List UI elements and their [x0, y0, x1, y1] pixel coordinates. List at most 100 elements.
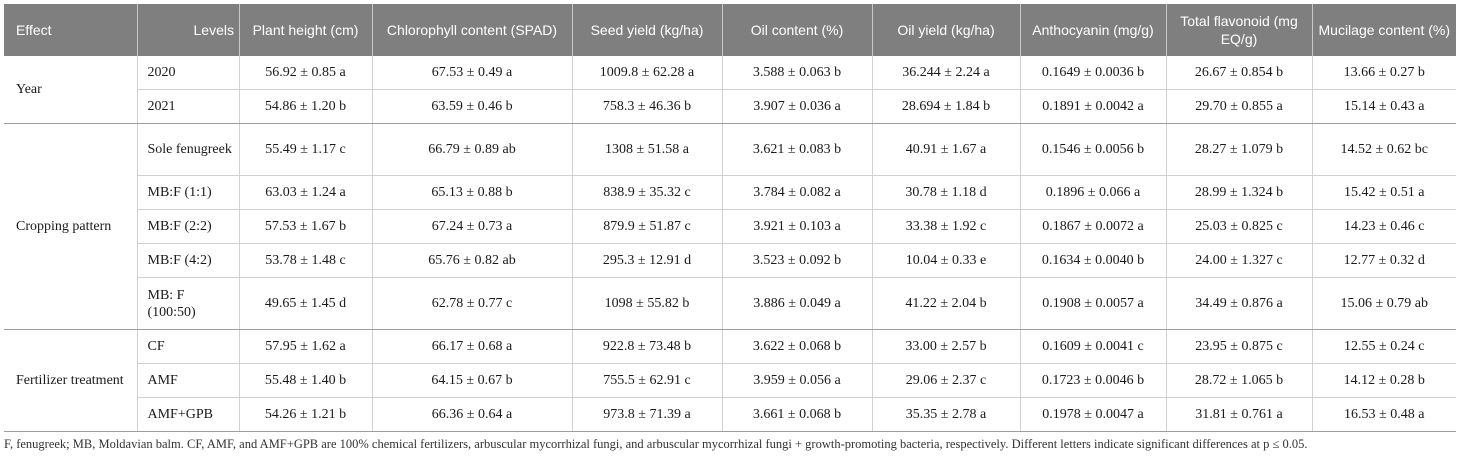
value-cell: 0.1867 ± 0.0072 a	[1019, 209, 1166, 244]
value-cell: 12.55 ± 0.24 c	[1311, 329, 1456, 364]
value-cell: 1308 ± 51.58 a	[571, 123, 722, 176]
value-cell: 16.53 ± 0.48 a	[1311, 397, 1456, 432]
value-cell: 10.04 ± 0.33 e	[871, 243, 1020, 278]
level-cell: AMF	[136, 363, 239, 398]
table-row: Cropping pattern Sole fenugreek 55.49 ± …	[4, 123, 1456, 330]
value-cell: 14.52 ± 0.62 bc	[1311, 123, 1456, 176]
header-total-flavonoid: Total flavonoid (mg EQ/g)	[1165, 4, 1312, 56]
value-cell: 67.24 ± 0.73 a	[371, 209, 572, 244]
value-cell: 25.03 ± 0.825 c	[1165, 209, 1312, 244]
value-cell: 26.67 ± 0.854 b	[1165, 56, 1312, 90]
value-cell: 55.48 ± 1.40 b	[238, 363, 372, 398]
header-plant-height: Plant height (cm)	[238, 4, 372, 56]
value-cell: 28.27 ± 1.079 b	[1165, 123, 1312, 176]
level-cell: 2020	[136, 56, 239, 90]
value-cell: 28.694 ± 1.84 b	[871, 89, 1020, 124]
level-cell: 2021	[136, 89, 239, 124]
value-cell: 3.784 ± 0.082 a	[721, 175, 872, 210]
value-cell: 0.1609 ± 0.0041 c	[1019, 329, 1166, 364]
value-cell: 31.81 ± 0.761 a	[1165, 397, 1312, 432]
value-cell: 34.49 ± 0.876 a	[1165, 277, 1312, 330]
effect-cell: Fertilizer treatment	[4, 329, 137, 432]
value-cell: 29.06 ± 2.37 c	[871, 363, 1020, 398]
value-cell: 55.49 ± 1.17 c	[238, 123, 372, 176]
value-cell: 28.72 ± 1.065 b	[1165, 363, 1312, 398]
value-cell: 54.26 ± 1.21 b	[238, 397, 372, 432]
value-cell: 40.91 ± 1.67 a	[871, 123, 1020, 176]
header-anthocyanin: Anthocyanin (mg/g)	[1019, 4, 1166, 56]
value-cell: 879.9 ± 51.87 c	[571, 209, 722, 244]
level-cell: MB: F (100:50)	[136, 277, 239, 330]
header-oil-content: Oil content (%)	[721, 4, 872, 56]
value-cell: 1009.8 ± 62.28 a	[571, 56, 722, 90]
value-cell: 24.00 ± 1.327 c	[1165, 243, 1312, 278]
value-cell: 33.00 ± 2.57 b	[871, 329, 1020, 364]
header-row: Effect Levels Plant height (cm) Chloroph…	[4, 4, 1456, 56]
value-cell: 15.06 ± 0.79 ab	[1311, 277, 1456, 330]
value-cell: 63.03 ± 1.24 a	[238, 175, 372, 210]
value-cell: 57.95 ± 1.62 a	[238, 329, 372, 364]
table-row: MB:F (4:2) 53.78 ± 1.48 c 65.76 ± 0.82 a…	[4, 243, 1456, 278]
value-cell: 3.886 ± 0.049 a	[721, 277, 872, 330]
value-cell: 755.5 ± 62.91 c	[571, 363, 722, 398]
value-cell: 0.1891 ± 0.0042 a	[1019, 89, 1166, 124]
table-row: Year 2020 56.92 ± 0.85 a 67.53 ± 0.49 a …	[4, 56, 1456, 124]
level-cell: MB:F (2:2)	[136, 209, 239, 244]
value-cell: 49.65 ± 1.45 d	[238, 277, 372, 330]
value-cell: 65.76 ± 0.82 ab	[371, 243, 572, 278]
level-cell: MB:F (1:1)	[136, 175, 239, 210]
value-cell: 0.1649 ± 0.0036 b	[1019, 56, 1166, 90]
table-row: AMF+GPB 54.26 ± 1.21 b 66.36 ± 0.64 a 97…	[4, 397, 1456, 432]
value-cell: 54.86 ± 1.20 b	[238, 89, 372, 124]
value-cell: 0.1978 ± 0.0047 a	[1019, 397, 1166, 432]
value-cell: 35.35 ± 2.78 a	[871, 397, 1020, 432]
value-cell: 28.99 ± 1.324 b	[1165, 175, 1312, 210]
value-cell: 1098 ± 55.82 b	[571, 277, 722, 330]
level-cell: CF	[136, 329, 239, 364]
value-cell: 0.1723 ± 0.0046 b	[1019, 363, 1166, 398]
value-cell: 3.622 ± 0.068 b	[721, 329, 872, 364]
header-levels: Levels	[136, 4, 239, 56]
table-row: MB:F (2:2) 57.53 ± 1.67 b 67.24 ± 0.73 a…	[4, 209, 1456, 244]
value-cell: 62.78 ± 0.77 c	[371, 277, 572, 330]
value-cell: 64.15 ± 0.67 b	[371, 363, 572, 398]
table-footnote: F, fenugreek; MB, Moldavian balm. CF, AM…	[4, 437, 1308, 451]
table-row: MB:F (1:1) 63.03 ± 1.24 a 65.13 ± 0.88 b…	[4, 175, 1456, 210]
results-table: Effect Levels Plant height (cm) Chloroph…	[4, 4, 1456, 432]
value-cell: 922.8 ± 73.48 b	[571, 329, 722, 364]
effect-cell: Cropping pattern	[4, 123, 137, 330]
value-cell: 838.9 ± 35.32 c	[571, 175, 722, 210]
table-row: AMF 55.48 ± 1.40 b 64.15 ± 0.67 b 755.5 …	[4, 363, 1456, 398]
value-cell: 15.42 ± 0.51 a	[1311, 175, 1456, 210]
level-cell: AMF+GPB	[136, 397, 239, 432]
value-cell: 65.13 ± 0.88 b	[371, 175, 572, 210]
value-cell: 3.921 ± 0.103 a	[721, 209, 872, 244]
value-cell: 3.959 ± 0.056 a	[721, 363, 872, 398]
table-row: Fertilizer treatment CF 57.95 ± 1.62 a 6…	[4, 329, 1456, 432]
value-cell: 295.3 ± 12.91 d	[571, 243, 722, 278]
level-cell: MB:F (4:2)	[136, 243, 239, 278]
level-cell: Sole fenugreek	[136, 123, 239, 176]
header-seed-yield: Seed yield (kg/ha)	[571, 4, 722, 56]
results-table-container: Effect Levels Plant height (cm) Chloroph…	[4, 4, 1456, 432]
value-cell: 41.22 ± 2.04 b	[871, 277, 1020, 330]
effect-cell: Year	[4, 56, 137, 124]
table-row: 2021 54.86 ± 1.20 b 63.59 ± 0.46 b 758.3…	[4, 89, 1456, 124]
value-cell: 15.14 ± 0.43 a	[1311, 89, 1456, 124]
table-row: MB: F (100:50) 49.65 ± 1.45 d 62.78 ± 0.…	[4, 277, 1456, 330]
value-cell: 29.70 ± 0.855 a	[1165, 89, 1312, 124]
value-cell: 3.907 ± 0.036 a	[721, 89, 872, 124]
value-cell: 33.38 ± 1.92 c	[871, 209, 1020, 244]
value-cell: 66.36 ± 0.64 a	[371, 397, 572, 432]
value-cell: 3.621 ± 0.083 b	[721, 123, 872, 176]
header-chlorophyll: Chlorophyll content (SPAD)	[371, 4, 572, 56]
value-cell: 14.23 ± 0.46 c	[1311, 209, 1456, 244]
value-cell: 36.244 ± 2.24 a	[871, 56, 1020, 90]
value-cell: 63.59 ± 0.46 b	[371, 89, 572, 124]
value-cell: 12.77 ± 0.32 d	[1311, 243, 1456, 278]
header-oil-yield: Oil yield (kg/ha)	[871, 4, 1020, 56]
value-cell: 0.1546 ± 0.0056 b	[1019, 123, 1166, 176]
value-cell: 3.661 ± 0.068 b	[721, 397, 872, 432]
value-cell: 53.78 ± 1.48 c	[238, 243, 372, 278]
value-cell: 56.92 ± 0.85 a	[238, 56, 372, 90]
